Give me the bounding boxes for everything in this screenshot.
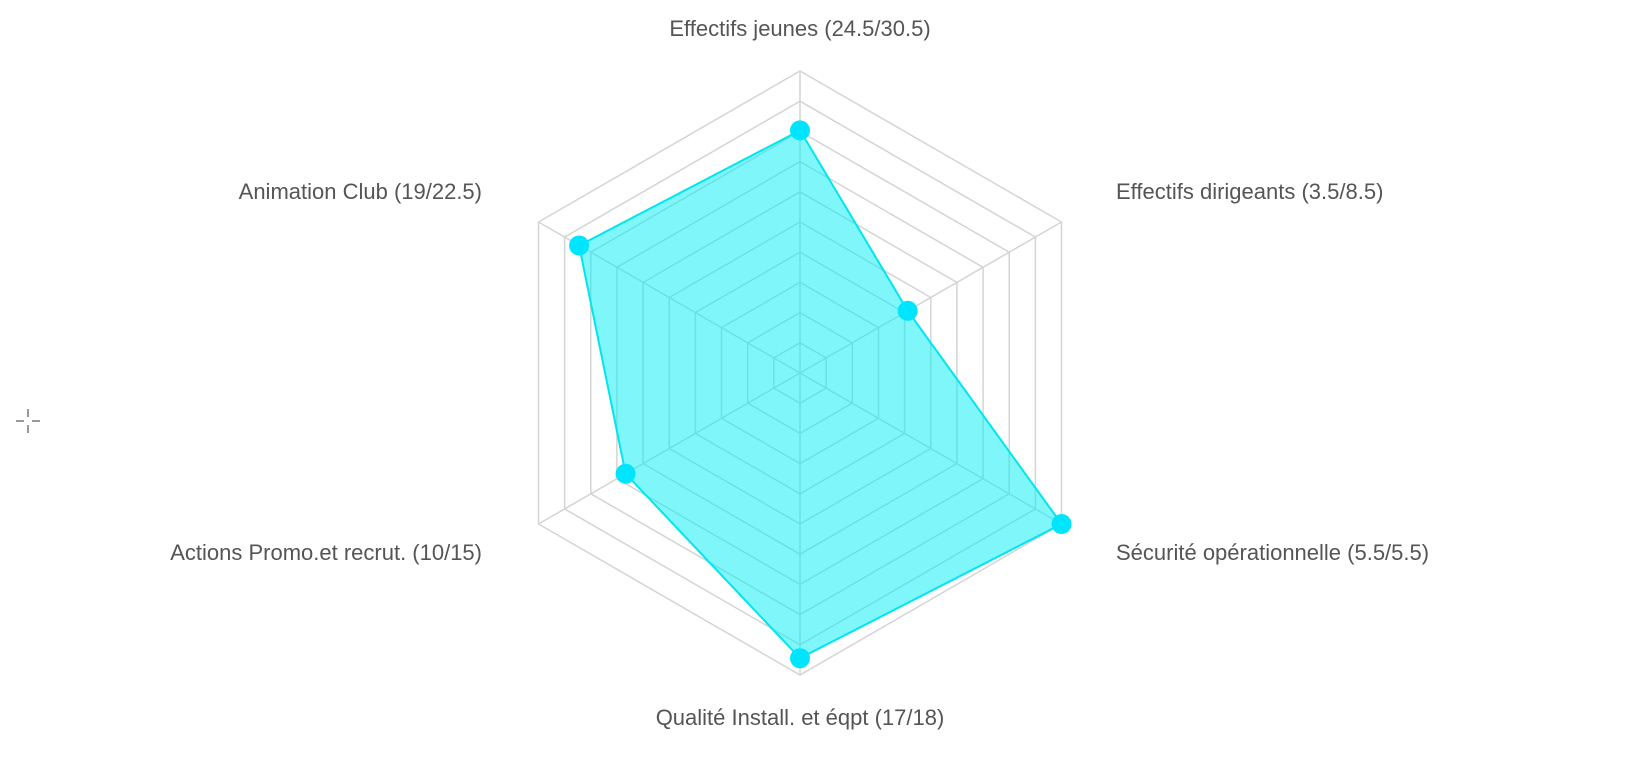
axis-label-actions-promo: Actions Promo.et recrut. (10/15) [170, 540, 482, 565]
data-point-5[interactable] [569, 235, 590, 256]
data-point-3[interactable] [790, 648, 810, 669]
axis-label-qualite-install: Qualité Install. et éqpt (17/18) [656, 705, 945, 730]
data-point-2[interactable] [1051, 514, 1072, 534]
axis-label-effectifs-jeunes: Effectifs jeunes (24.5/30.5) [669, 16, 930, 41]
data-point-4[interactable] [615, 463, 636, 484]
data-point-0[interactable] [790, 120, 810, 141]
axis-label-securite-operationnelle: Sécurité opérationnelle (5.5/5.5) [1116, 540, 1429, 565]
axis-label-animation-club: Animation Club (19/22.5) [239, 179, 482, 204]
series-points [569, 120, 1072, 669]
crosshair-cursor-icon [16, 409, 40, 433]
data-point-1[interactable] [897, 300, 918, 321]
axis-label-effectifs-dirigeants: Effectifs dirigeants (3.5/8.5) [1116, 179, 1383, 204]
